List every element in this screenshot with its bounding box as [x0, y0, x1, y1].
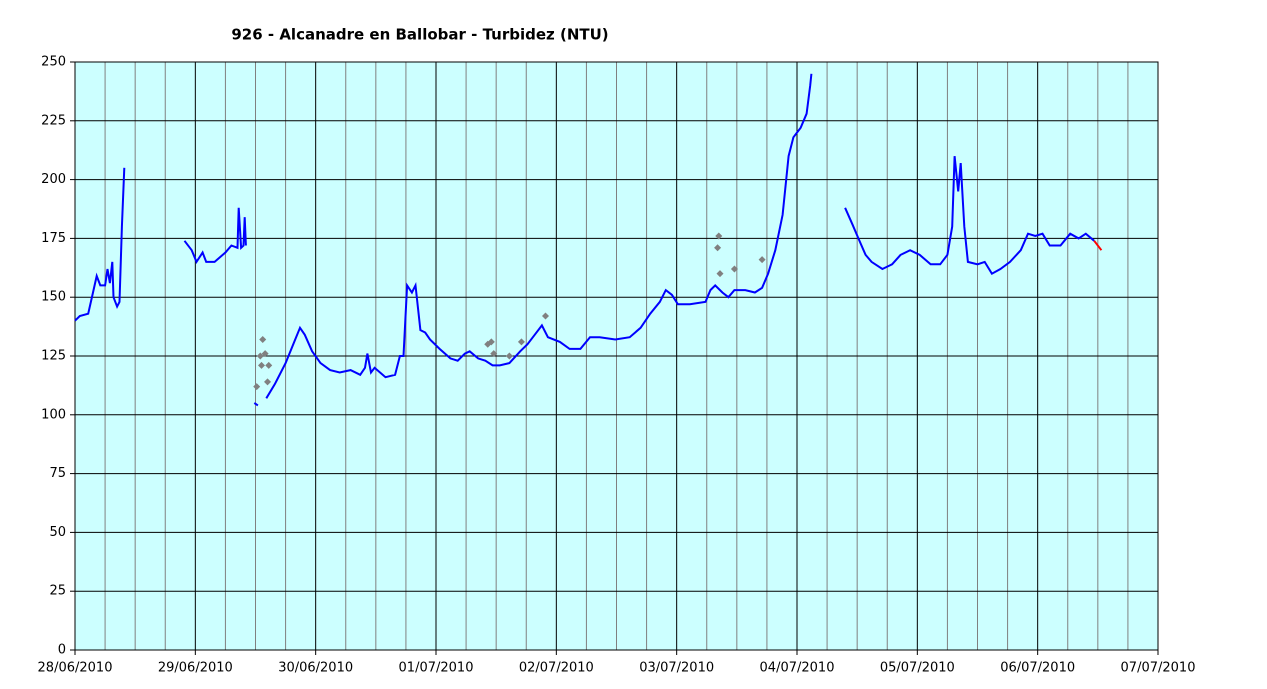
data-line: [74, 73, 1095, 407]
y-tick-label: 150: [41, 290, 66, 305]
data-point: [256, 352, 264, 360]
x-tick-label: 02/07/2010: [519, 661, 594, 676]
data-point: [253, 383, 261, 391]
x-tick-label: 30/06/2010: [278, 661, 353, 676]
y-tick-label: 125: [41, 349, 66, 364]
data-point: [505, 352, 513, 360]
y-tick-label: 200: [41, 172, 66, 187]
x-tick-label: 07/07/2010: [1121, 661, 1196, 676]
data-point: [265, 361, 273, 369]
y-tick-label: 175: [41, 231, 66, 246]
data-point: [261, 350, 269, 358]
x-tick-label: 28/06/2010: [38, 661, 113, 676]
data-point: [542, 312, 550, 320]
x-tick-label: 04/07/2010: [760, 661, 835, 676]
data-line: [1093, 240, 1103, 251]
x-tick-label: 29/06/2010: [158, 661, 233, 676]
y-tick-label: 25: [49, 584, 66, 599]
data-point: [715, 232, 723, 240]
y-tick-label: 50: [49, 525, 66, 540]
data-point: [517, 338, 525, 346]
y-tick-label: 250: [41, 55, 66, 70]
data-point: [264, 378, 272, 386]
y-tick-label: 0: [58, 643, 66, 658]
data-point: [258, 361, 266, 369]
plot-border: [74, 61, 1159, 651]
data-point: [259, 336, 267, 344]
y-tick-label: 75: [49, 466, 66, 481]
data-point: [730, 265, 738, 273]
x-tick-label: 03/07/2010: [639, 661, 714, 676]
chart-title: 926 - Alcanadre en Ballobar - Turbidez (…: [231, 26, 608, 44]
x-tick-label: 05/07/2010: [880, 661, 955, 676]
y-tick-label: 100: [41, 407, 66, 422]
y-tick-label: 225: [41, 113, 66, 128]
data-point: [490, 350, 498, 358]
data-point: [714, 244, 722, 252]
data-point: [758, 256, 766, 264]
x-tick-label: 06/07/2010: [1000, 661, 1075, 676]
data-point: [487, 338, 495, 346]
data-point: [716, 270, 724, 278]
x-tick-label: 01/07/2010: [399, 661, 474, 676]
